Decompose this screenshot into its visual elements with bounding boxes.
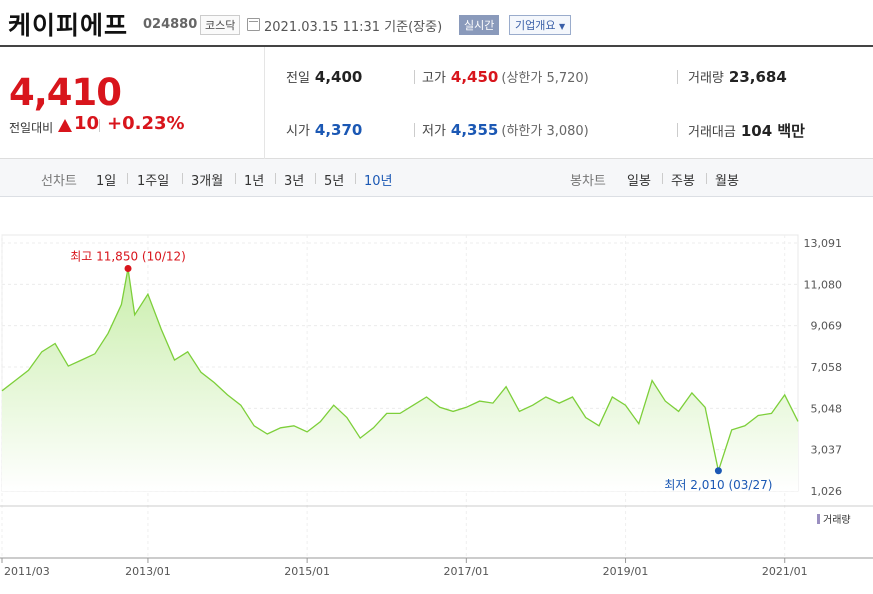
period-1y[interactable]: 1년 bbox=[244, 174, 265, 189]
stock-header: 케이피에프 024880 코스닥 2021.03.15 11:31 기준(장중)… bbox=[0, 0, 873, 44]
x-tick-label: 2017/01 bbox=[443, 565, 489, 578]
period-3y[interactable]: 3년 bbox=[284, 174, 305, 189]
y-tick-label: 5,048 bbox=[811, 402, 843, 415]
realtime-button[interactable]: 실시간 bbox=[459, 15, 500, 35]
period-divider bbox=[315, 173, 316, 184]
y-tick-label: 7,058 bbox=[811, 361, 843, 374]
period-10y[interactable]: 10년 bbox=[364, 174, 393, 189]
candle-daily[interactable]: 일봉 bbox=[627, 174, 651, 189]
period-3m[interactable]: 3개월 bbox=[191, 174, 224, 189]
market-badge: 코스닥 bbox=[200, 15, 241, 35]
stat-divider bbox=[677, 123, 678, 137]
change-label: 전일대비 bbox=[9, 121, 54, 135]
price-area bbox=[2, 268, 798, 491]
period-divider bbox=[235, 173, 236, 184]
y-tick-label: 1,026 bbox=[811, 485, 843, 498]
min-annotation: 최저 2,010 (03/27) bbox=[664, 478, 772, 492]
y-tick-label: 11,080 bbox=[804, 278, 843, 291]
up-triangle-icon bbox=[58, 119, 72, 132]
period-divider bbox=[706, 173, 707, 184]
trade-volume: 거래량 23,684 bbox=[688, 68, 787, 86]
stat-divider bbox=[414, 70, 415, 84]
x-tick-label: 2015/01 bbox=[284, 565, 330, 578]
trade-amount: 거래대금 104 백만 bbox=[688, 122, 805, 140]
header-divider bbox=[0, 45, 873, 47]
x-tick-label: 2021/01 bbox=[762, 565, 808, 578]
chevron-down-icon: ▼ bbox=[558, 22, 566, 31]
candle-weekly[interactable]: 주봉 bbox=[671, 174, 695, 189]
period-divider bbox=[355, 173, 356, 184]
period-divider bbox=[275, 173, 276, 184]
x-tick-label: 2013/01 bbox=[125, 565, 171, 578]
prev-close: 전일 4,400 bbox=[286, 68, 363, 86]
volume-legend: 거래량 bbox=[823, 514, 851, 526]
min-point bbox=[714, 467, 722, 475]
period-bar: 선차트 1일 1주일 3개월 1년 3년 5년 10년 봉차트 일봉 주봉 월봉 bbox=[0, 159, 873, 197]
current-price: 4,410 bbox=[9, 71, 122, 114]
period-5y[interactable]: 5년 bbox=[324, 174, 345, 189]
y-tick-label: 13,091 bbox=[804, 237, 843, 250]
volume-legend-swatch bbox=[817, 514, 820, 524]
stat-divider bbox=[677, 70, 678, 84]
x-tick-label: 2011/03 bbox=[4, 565, 50, 578]
open-price: 시가 4,370 bbox=[286, 121, 363, 139]
candle-chart-label: 봉차트 bbox=[570, 174, 606, 189]
x-tick-label: 2019/01 bbox=[603, 565, 649, 578]
low-price: 저가 4,355 (하한가 3,080) bbox=[422, 121, 589, 139]
max-point bbox=[124, 265, 132, 273]
change-divider bbox=[99, 119, 100, 132]
stock-name: 케이피에프 bbox=[8, 11, 129, 40]
change-value: 10 bbox=[74, 113, 100, 134]
datetime-text: 2021.03.15 11:31 기준(장중) bbox=[264, 20, 443, 35]
calendar-icon bbox=[247, 18, 260, 31]
price-line bbox=[1, 268, 799, 474]
high-price: 고가 4,450 (상한가 5,720) bbox=[422, 68, 589, 86]
max-annotation: 최고 11,850 (10/12) bbox=[70, 250, 186, 264]
period-1w[interactable]: 1주일 bbox=[137, 174, 170, 189]
y-tick-label: 3,037 bbox=[811, 444, 843, 457]
stat-divider bbox=[414, 123, 415, 137]
current-price-box: 4,410 전일대비 10 +0.23% bbox=[0, 47, 265, 159]
period-divider bbox=[662, 173, 663, 184]
price-summary: 4,410 전일대비 10 +0.23% 전일 4,400 고가 4,450 (상한가… bbox=[0, 47, 873, 159]
period-divider bbox=[127, 173, 128, 184]
company-info-button[interactable]: 기업개요 ▼ bbox=[509, 15, 572, 35]
change-percent: +0.23% bbox=[107, 113, 185, 134]
price-chart: 13,091 11,080 9,069 7,058 5,048 3,037 1,026 201… bbox=[0, 234, 873, 578]
y-tick-label: 9,069 bbox=[811, 320, 843, 333]
period-divider bbox=[182, 173, 183, 184]
line-chart-label: 선차트 bbox=[41, 174, 77, 189]
period-1d[interactable]: 1일 bbox=[96, 174, 117, 189]
stock-code: 024880 bbox=[143, 17, 198, 32]
candle-monthly[interactable]: 월봉 bbox=[715, 174, 739, 189]
